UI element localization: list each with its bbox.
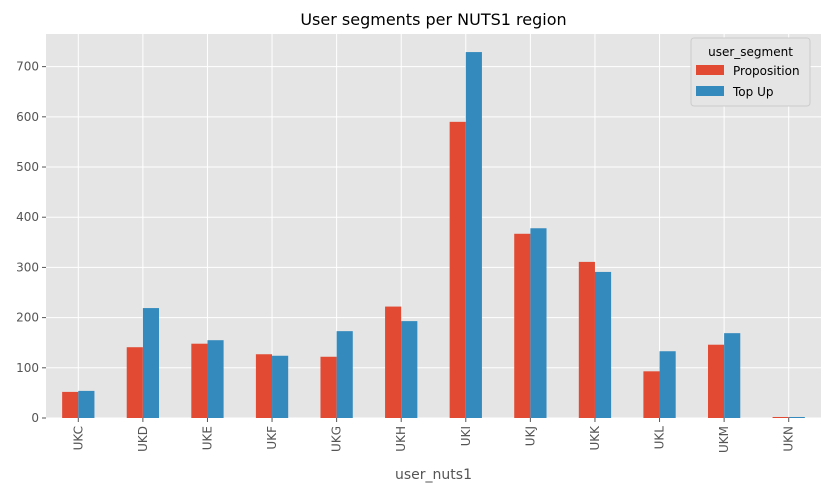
bar-ukc-top-up: [78, 390, 95, 418]
legend-swatch-proposition: [696, 65, 724, 75]
bar-ukd-proposition: [126, 347, 143, 418]
x-tick-label: UKK: [588, 425, 602, 451]
bars-group: [62, 52, 805, 418]
bar-ukl-top-up: [659, 351, 676, 418]
x-tick-label: UKC: [71, 426, 85, 450]
bar-uki-top-up: [465, 52, 482, 418]
x-tick-label: UKL: [653, 426, 667, 450]
x-axis: UKC UKD UKE UKF UKG UKH UKI UKJ UKK UKL UKM UKN: [71, 418, 796, 453]
x-tick-label: UKJ: [523, 426, 537, 446]
legend-swatch-top-up: [696, 86, 724, 96]
bar-ukm-proposition: [707, 344, 725, 418]
y-tick-label: 400: [16, 210, 39, 224]
x-tick-label: UKG: [330, 426, 344, 452]
y-tick-label: 600: [16, 110, 39, 124]
x-tick-label: UKI: [459, 426, 473, 446]
y-tick-label: 100: [16, 361, 39, 375]
x-tick-label: UKM: [717, 426, 731, 453]
y-tick-label: 0: [31, 411, 39, 425]
legend-title: user_segment: [708, 45, 793, 59]
y-tick-label: 500: [16, 160, 39, 174]
legend-label-proposition: Proposition: [733, 64, 800, 78]
bar-ukh-top-up: [401, 321, 418, 418]
y-axis: 0 100 200 300 400 500 600 700: [16, 60, 46, 425]
bar-ukh-proposition: [385, 306, 402, 418]
bar-ukl-proposition: [643, 371, 660, 418]
bar-ukc-proposition: [62, 391, 79, 418]
legend-items: Proposition Top Up: [696, 64, 800, 99]
bar-ukj-top-up: [530, 228, 547, 418]
chart-title: User segments per NUTS1 region: [300, 10, 566, 29]
x-axis-title: user_nuts1: [395, 467, 472, 483]
bar-ukn-top-up: [788, 416, 805, 418]
bar-ukk-proposition: [578, 261, 595, 418]
y-tick-label: 700: [16, 60, 39, 74]
bar-uke-top-up: [207, 340, 224, 418]
bar-ukj-proposition: [514, 233, 531, 418]
bar-ukf-proposition: [255, 354, 273, 418]
bar-uke-proposition: [191, 343, 208, 418]
bar-ukd-top-up: [142, 308, 160, 418]
bar-ukn-proposition: [772, 416, 789, 418]
bar-ukf-top-up: [272, 355, 289, 418]
bar-ukm-top-up: [724, 333, 741, 418]
legend-label-top-up: Top Up: [732, 85, 773, 99]
y-tick-label: 200: [16, 311, 39, 325]
bar-uki-proposition: [449, 121, 466, 418]
bar-ukk-top-up: [594, 271, 612, 418]
x-tick-label: UKN: [782, 426, 796, 452]
x-tick-label: UKD: [136, 426, 150, 452]
legend: user_segment Proposition Top Up: [690, 37, 811, 107]
x-tick-label: UKH: [394, 426, 408, 452]
x-tick-label: UKE: [200, 426, 214, 450]
bar-ukg-top-up: [336, 331, 353, 418]
y-tick-label: 300: [16, 260, 39, 274]
bar-ukg-proposition: [320, 356, 337, 418]
x-tick-label: UKF: [265, 426, 279, 450]
